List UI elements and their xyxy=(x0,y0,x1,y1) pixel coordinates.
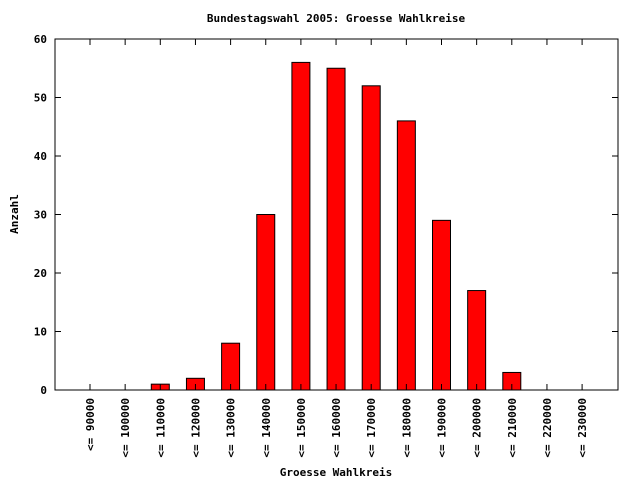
x-tick-label: <= 210000 xyxy=(506,398,519,458)
x-axis: <= 90000 <= 100000 <= 110000 <= 120000 <= 13… xyxy=(84,39,589,458)
x-tick-label: <= 190000 xyxy=(436,398,449,458)
bar xyxy=(221,342,241,391)
y-tick-label: 40 xyxy=(34,150,47,163)
bar xyxy=(396,120,416,391)
y-tick-label: 50 xyxy=(34,92,47,105)
x-tick-label: <= 150000 xyxy=(295,398,308,458)
bar xyxy=(432,219,451,391)
y-tick-label: 30 xyxy=(34,209,47,222)
x-tick-label: <= 160000 xyxy=(330,398,343,458)
x-tick-label: <= 170000 xyxy=(365,398,378,458)
bar xyxy=(467,290,487,391)
bars xyxy=(150,61,522,391)
x-tick-label: <= 180000 xyxy=(400,398,413,458)
bar xyxy=(326,67,346,391)
x-tick-label: <= 140000 xyxy=(260,398,273,458)
x-tick-label: <= 120000 xyxy=(189,398,202,458)
x-tick-label: <= 110000 xyxy=(154,398,167,458)
bar xyxy=(256,214,276,391)
y-axis-label: Anzahl xyxy=(8,194,21,234)
x-tick-label: <= 100000 xyxy=(119,398,132,458)
x-tick-label: <= 130000 xyxy=(225,398,238,458)
x-tick-label: <= 200000 xyxy=(471,398,484,458)
bar xyxy=(361,85,381,391)
x-axis-label: Groesse Wahlkreis xyxy=(280,466,393,479)
chart-title: Bundestagswahl 2005: Groesse Wahlkreise xyxy=(207,12,466,25)
x-tick-label: <= 90000 xyxy=(84,398,97,451)
bar xyxy=(291,61,311,391)
y-axis: 0 10 20 30 40 50 60 xyxy=(34,33,618,397)
y-tick-label: 0 xyxy=(40,384,47,397)
y-tick-label: 10 xyxy=(34,326,47,339)
x-tick-label: <= 230000 xyxy=(576,398,589,458)
x-tick-label: <= 220000 xyxy=(541,398,554,458)
y-tick-label: 60 xyxy=(34,33,47,46)
y-tick-label: 20 xyxy=(34,267,47,280)
